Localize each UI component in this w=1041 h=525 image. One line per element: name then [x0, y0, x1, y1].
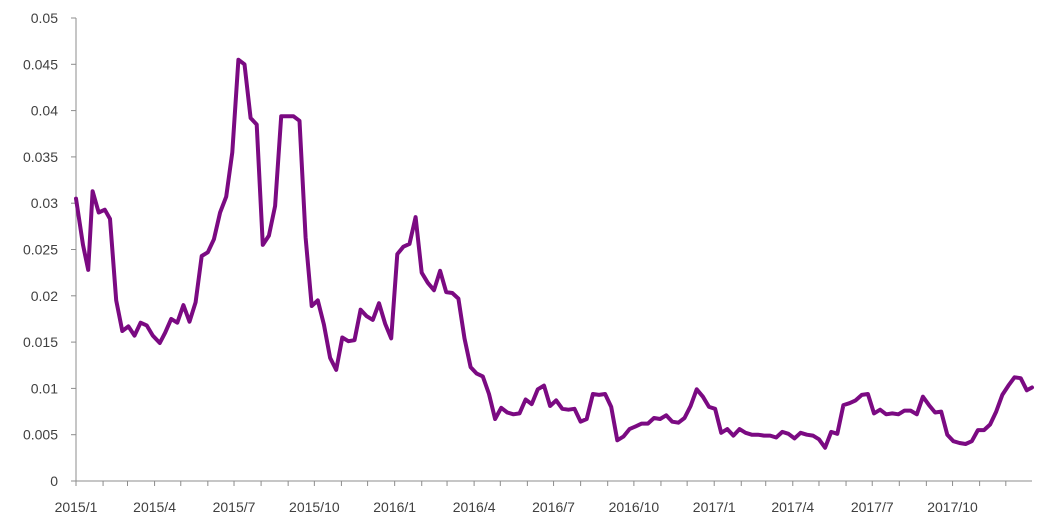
- x-axis: 2015/1 2015/4 2015/7 2015/10 2016/1 2016/4 201…: [55, 480, 1032, 515]
- y-tick-label: 0.045: [23, 56, 58, 72]
- y-tick-label: 0.005: [23, 427, 58, 443]
- x-tick-label: 2017/10: [927, 499, 978, 515]
- x-tick-label: 2015/10: [289, 499, 340, 515]
- x-tick-label: 2016/1: [373, 499, 416, 515]
- y-tick-label: 0.035: [23, 149, 58, 165]
- x-tick-label: 2017/1: [693, 499, 736, 515]
- y-tick-label: 0.01: [31, 380, 58, 396]
- y-tick-label: 0.03: [31, 195, 58, 211]
- series-line: [74, 57, 1034, 450]
- x-tick-label: 2017/7: [851, 499, 894, 515]
- x-tick-label: 2015/4: [133, 499, 176, 515]
- y-tick-label: 0.05: [31, 10, 58, 26]
- x-tick-label: 2015/1: [55, 499, 98, 515]
- y-tick-label: 0.04: [31, 103, 58, 119]
- y-tick-label: 0.025: [23, 242, 58, 258]
- y-tick-label: 0.015: [23, 334, 58, 350]
- x-tick-label: 2016/4: [453, 499, 496, 515]
- y-tick-label: 0: [50, 473, 58, 489]
- x-tick-label: 2016/10: [609, 499, 660, 515]
- y-axis: 0 0.005 0.01 0.015 0.02 0.025 0.03 0.035 0.04 0.0…: [23, 10, 77, 489]
- x-tick-label: 2016/7: [532, 499, 575, 515]
- x-tick-label: 2015/7: [213, 499, 256, 515]
- x-tick-label: 2017/4: [771, 499, 814, 515]
- y-tick-label: 0.02: [31, 288, 58, 304]
- plot-area: [74, 57, 1034, 450]
